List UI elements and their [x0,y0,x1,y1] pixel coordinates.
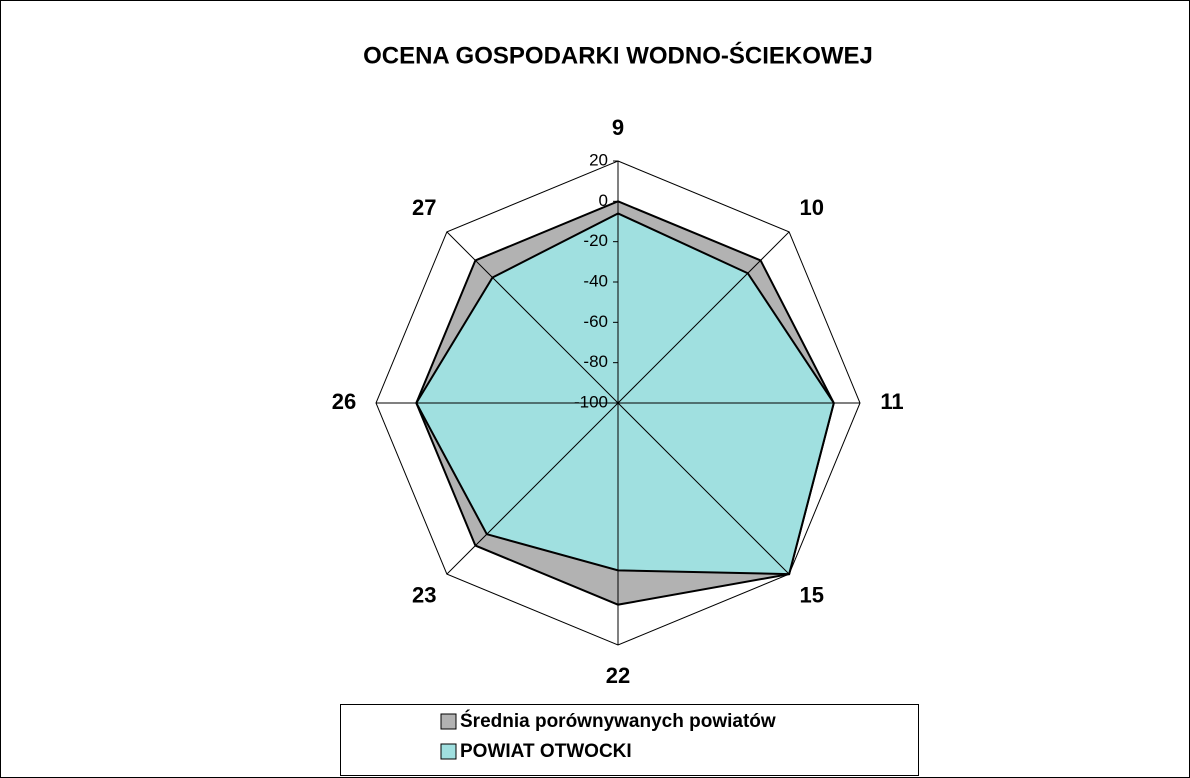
category-label: 23 [412,583,436,608]
chart-title: OCENA GOSPODARKI WODNO-ŚCIEKOWEJ [363,41,873,69]
y-tick-label: 0 [599,191,608,210]
category-label: 9 [612,115,624,140]
category-label: 10 [800,195,824,220]
y-tick-label: -40 [583,271,608,290]
y-tick-label: 20 [589,150,608,169]
y-tick-label: -60 [583,312,608,331]
legend-label: POWIAT OTWOCKI [460,741,632,762]
legend-box [340,704,919,776]
spoke [617,402,790,575]
category-label: 15 [800,583,824,608]
spoke [446,231,619,404]
category-label: 22 [606,663,630,688]
spoke [446,402,619,575]
legend-label: Średnia porównywanych powiatów [460,710,776,732]
category-label: 27 [412,195,436,220]
legend-swatch [440,743,457,760]
legend-swatch [440,713,457,730]
category-label: 26 [332,389,356,414]
y-tick-label: -20 [583,231,608,250]
y-tick-label: -80 [583,352,608,371]
y-tick-label: -100 [574,392,608,411]
spoke [617,231,790,404]
category-label: 11 [880,389,903,414]
